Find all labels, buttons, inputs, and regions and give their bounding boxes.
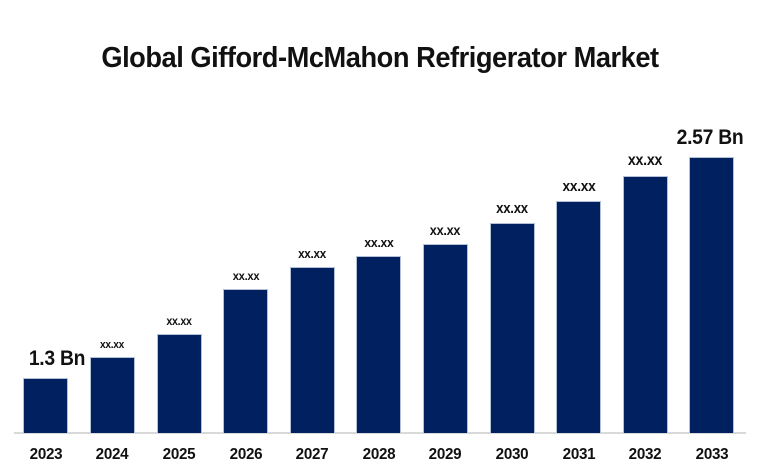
bar-2031 bbox=[556, 200, 602, 433]
x-axis-label-2025: 2025 bbox=[162, 446, 196, 463]
bar-value-label-2027: xx.xx bbox=[298, 246, 327, 261]
bar-value-label-2024: xx.xx bbox=[100, 338, 125, 351]
x-axis-label-2033: 2033 bbox=[695, 446, 729, 463]
bar-2023 bbox=[23, 377, 69, 433]
x-axis-line bbox=[14, 432, 746, 434]
bar-2029 bbox=[422, 244, 468, 433]
bar-2024 bbox=[89, 356, 135, 433]
bar-value-label-2023: 1.3 Bn bbox=[28, 346, 86, 370]
bar-2026 bbox=[223, 289, 269, 433]
bar-value-label-2033: 2.57 Bn bbox=[676, 126, 744, 150]
x-axis-label-2027: 2027 bbox=[295, 446, 329, 463]
bar-value-label-2031: xx.xx bbox=[562, 178, 596, 195]
bar-2032 bbox=[622, 176, 668, 433]
chart-title: Global Gifford-McMahon Refrigerator Mark… bbox=[101, 42, 659, 74]
x-axis-label-2028: 2028 bbox=[362, 446, 396, 463]
x-axis-label-2026: 2026 bbox=[229, 446, 262, 463]
bar-2025 bbox=[156, 334, 202, 433]
bar-2028 bbox=[356, 256, 402, 433]
x-axis-label-2024: 2024 bbox=[96, 446, 129, 463]
x-axis-label-2029: 2029 bbox=[429, 446, 462, 463]
bar-value-label-2029: xx.xx bbox=[430, 223, 461, 238]
bar-value-label-2025: xx.xx bbox=[166, 315, 192, 329]
bar-value-label-2030: xx.xx bbox=[496, 201, 528, 218]
bar-value-label-2032: xx.xx bbox=[628, 152, 663, 170]
x-axis-label-2030: 2030 bbox=[495, 446, 529, 463]
bar-value-label-2026: xx.xx bbox=[232, 269, 259, 284]
bar-2027 bbox=[289, 266, 335, 433]
bar-2033 bbox=[689, 157, 735, 433]
x-axis-label-2032: 2032 bbox=[628, 446, 662, 463]
x-axis-label-2031: 2031 bbox=[562, 446, 595, 463]
bar-value-label-2028: xx.xx bbox=[364, 235, 394, 251]
bar-2030 bbox=[489, 223, 535, 433]
x-axis-label-2023: 2023 bbox=[29, 446, 63, 463]
